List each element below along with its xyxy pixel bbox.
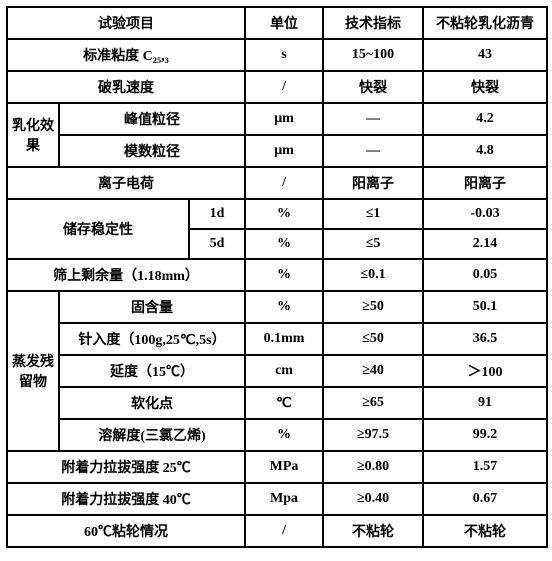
header-unit: 单位 [245,7,323,39]
cell-unit: 0.1mm [245,323,323,355]
cell-label: 1d [189,199,245,229]
cell-value: -0.03 [423,199,547,229]
cell-label: 延度（15℃） [59,355,245,387]
table-row: 针入度（100g,25℃,5s） 0.1mm ≤50 36.5 [7,323,547,355]
cell-unit: % [245,199,323,229]
cell-unit: / [245,167,323,199]
table-row: 延度（15℃） cm ≥40 ＞100 [7,355,547,387]
cell-unit: μm [245,135,323,167]
cell-unit: μm [245,103,323,135]
cell-label: 5d [189,229,245,259]
cell-unit: MPa [245,451,323,483]
table-row: 60℃粘轮情况 / 不粘轮 不粘轮 [7,515,547,547]
cell-unit: % [245,419,323,451]
cell-spec: ≥0.80 [323,451,423,483]
table-row: 离子电荷 / 阳离子 阳离子 [7,167,547,199]
cell-label: 针入度（100g,25℃,5s） [59,323,245,355]
cell-spec: ≥65 [323,387,423,419]
cell-value: 不粘轮 [423,515,547,547]
cell-spec: 快裂 [323,71,423,103]
cell-spec: — [323,135,423,167]
cell-spec: ≤5 [323,229,423,259]
cell-value: 50.1 [423,291,547,323]
cell-value: 0.05 [423,259,547,291]
table-row: 软化点 ℃ ≥65 91 [7,387,547,419]
cell-label: 模数粒径 [59,135,245,167]
table-row: 乳化效果 峰值粒径 μm — 4.2 [7,103,547,135]
cell-spec: 15~100 [323,39,423,71]
cell-unit: Mpa [245,483,323,515]
table-row: 筛上剩余量（1.18mm） % ≤0.1 0.05 [7,259,547,291]
cell-value: 快裂 [423,71,547,103]
cell-value: 0.67 [423,483,547,515]
cell-spec: — [323,103,423,135]
cell-spec: ≥97.5 [323,419,423,451]
cell-unit: / [245,71,323,103]
cell-spec: ≤0.1 [323,259,423,291]
cell-label: 附着力拉拔强度 40℃ [7,483,245,515]
cell-spec: ≤1 [323,199,423,229]
cell-label: 60℃粘轮情况 [7,515,245,547]
cell-group-label: 储存稳定性 [7,199,189,259]
cell-value: 43 [423,39,547,71]
cell-value: 2.14 [423,229,547,259]
cell-spec: ≥0.40 [323,483,423,515]
cell-group-label: 蒸发残留物 [7,291,59,451]
cell-label: 破乳速度 [7,71,245,103]
cell-value: 1.57 [423,451,547,483]
header-test-item: 试验项目 [7,7,245,39]
cell-label: 筛上剩余量（1.18mm） [7,259,245,291]
cell-unit: s [245,39,323,71]
cell-label: 附着力拉拔强度 25℃ [7,451,245,483]
table-row: 附着力拉拔强度 25℃ MPa ≥0.80 1.57 [7,451,547,483]
cell-unit: % [245,229,323,259]
table-row: 破乳速度 / 快裂 快裂 [7,71,547,103]
cell-spec: 阳离子 [323,167,423,199]
cell-label: 软化点 [59,387,245,419]
cell-unit: % [245,259,323,291]
spec-table: 试验项目 单位 技术指标 不粘轮乳化沥青 标准粘度 C₂₅,₃ s 15~100… [6,6,548,548]
cell-spec: 不粘轮 [323,515,423,547]
cell-label: 固含量 [59,291,245,323]
cell-value: 阳离子 [423,167,547,199]
cell-group-label: 乳化效果 [7,103,59,167]
cell-spec: ≥40 [323,355,423,387]
table-row: 试验项目 单位 技术指标 不粘轮乳化沥青 [7,7,547,39]
cell-value: 4.2 [423,103,547,135]
cell-value: 4.8 [423,135,547,167]
cell-value: 91 [423,387,547,419]
cell-label: 离子电荷 [7,167,245,199]
table-row: 附着力拉拔强度 40℃ Mpa ≥0.40 0.67 [7,483,547,515]
cell-unit: % [245,291,323,323]
cell-label: 溶解度(三氯乙烯) [59,419,245,451]
cell-unit: ℃ [245,387,323,419]
cell-value: 36.5 [423,323,547,355]
header-product: 不粘轮乳化沥青 [423,7,547,39]
cell-label: 标准粘度 C₂₅,₃ [7,39,245,71]
header-spec: 技术指标 [323,7,423,39]
cell-label: 峰值粒径 [59,103,245,135]
cell-spec: ≤50 [323,323,423,355]
cell-value: ＞100 [423,355,547,387]
cell-unit: cm [245,355,323,387]
table-row: 溶解度(三氯乙烯) % ≥97.5 99.2 [7,419,547,451]
cell-unit: / [245,515,323,547]
table-row: 标准粘度 C₂₅,₃ s 15~100 43 [7,39,547,71]
cell-spec: ≥50 [323,291,423,323]
table-row: 蒸发残留物 固含量 % ≥50 50.1 [7,291,547,323]
table-row: 储存稳定性 1d % ≤1 -0.03 [7,199,547,229]
table-row: 模数粒径 μm — 4.8 [7,135,547,167]
cell-value: 99.2 [423,419,547,451]
